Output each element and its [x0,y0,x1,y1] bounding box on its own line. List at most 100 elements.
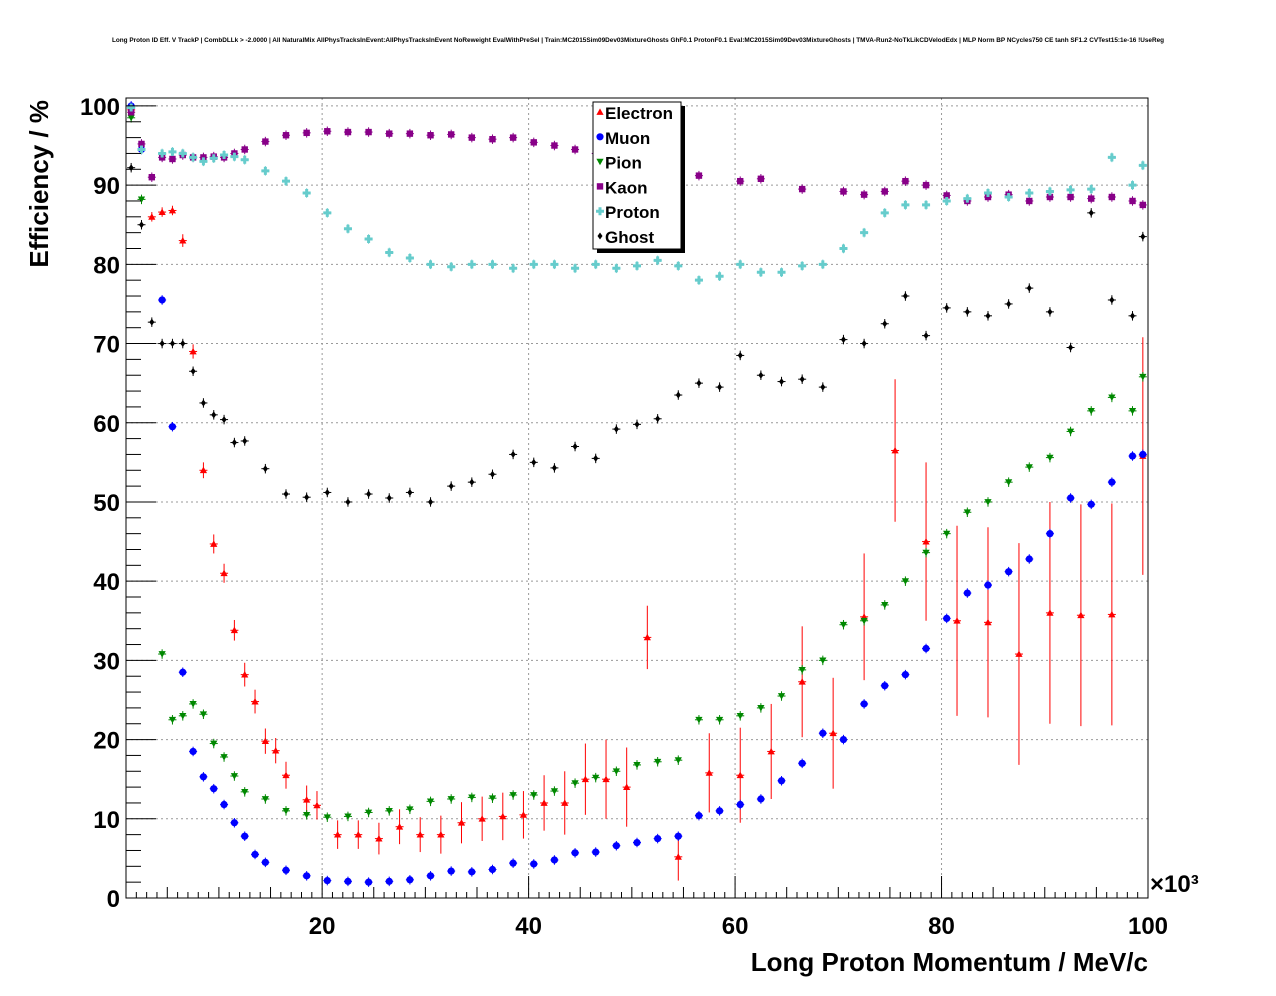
kaon-point [902,177,909,185]
electron-point [674,853,682,860]
pion-point [715,716,724,724]
proton-point [1128,181,1137,190]
ghost-point [1068,344,1074,352]
ghost-point [386,494,392,502]
muon-point [488,865,497,874]
electron-point [705,769,713,776]
kaon-point [386,130,393,137]
pion-point [230,773,238,780]
electron-point [251,697,259,705]
legend-marker-ghost [597,232,603,240]
y-tick-label: 80 [93,252,120,279]
electron-point [922,537,930,545]
chart-title: Long Proton ID Eff. V TrackP | CombDLLk … [112,37,1164,44]
proton-point [178,149,187,158]
ghost-point [242,437,248,445]
pion-point [839,621,848,629]
pion-point [406,806,414,813]
kaon-point [840,188,847,195]
ghost-point [159,340,165,348]
y-tick-label: 40 [93,569,120,596]
kaon-point [943,192,950,199]
legend-label-electron: Electron [605,104,673,123]
ghost-point [944,304,950,312]
ghost-point [572,443,578,451]
muon-point [943,614,951,622]
x-tick-label: 100 [1128,913,1168,940]
kaon-point [489,135,496,143]
legend-label-pion: Pion [605,154,642,173]
electron-point [891,446,899,454]
proton-point [209,154,218,163]
kaon-point [138,140,145,148]
muon-point [1087,500,1095,508]
electron-point [953,617,961,624]
muon-point [447,867,455,875]
pion-point [757,705,765,712]
electron-point [437,831,445,838]
legend-marker-pion [596,158,604,166]
proton-point [860,228,869,237]
ghost-point [221,416,227,424]
kaon-point [282,132,290,139]
electron-point [272,747,280,754]
kaon-point [1129,197,1136,205]
ghost-point [510,450,516,458]
kaon-point [881,188,888,195]
muon-point [1046,530,1054,538]
muon-point [1005,568,1013,576]
y-tick-label: 20 [93,728,120,755]
proton-point [1087,185,1096,194]
pion-point [158,651,166,658]
electron-point [220,569,228,577]
proton-point [529,260,538,269]
electron-point [261,737,269,745]
kaon-point [530,139,537,146]
pion-point [1128,407,1137,415]
kaon-point [468,134,476,141]
proton-point [1107,153,1116,162]
y-tick-label: 50 [93,490,120,517]
electron-point [984,618,992,626]
ghost-point [985,312,991,320]
kaon-point [148,174,156,181]
electron-point [395,823,404,830]
ghost-point [696,379,702,387]
pion-point [550,788,559,795]
pion-point [571,780,579,787]
electron-point [623,783,631,790]
proton-point [343,224,352,233]
proton-point [571,264,580,273]
proton-point [323,208,332,217]
ghost-point [902,292,908,300]
muon-point [695,812,703,820]
muon-point [963,589,971,597]
kaon-point [922,181,930,189]
proton-point [963,194,972,203]
kaon-point [241,146,248,153]
muon-point [860,700,868,708]
muon-point [303,872,311,880]
muon-point [530,860,538,868]
pion-point [344,813,352,821]
ghost-point [840,336,846,344]
electron-point [561,799,569,806]
proton-point [633,261,641,270]
pion-point [592,774,600,782]
proton-point [901,200,910,209]
proton-point [880,208,889,217]
x-axis-multiplier: ×10³ [1150,871,1199,898]
muon-point [633,838,641,847]
electron-point [189,347,197,355]
muon-point [1139,450,1147,459]
proton-point [1066,185,1075,194]
pion-point [241,788,249,796]
electron-point [457,819,466,826]
kaon-point [169,155,176,163]
proton-point [674,261,683,270]
ghost-point [593,454,599,462]
x-tick-label: 60 [722,913,749,940]
ghost-point [1026,284,1032,292]
ghost-point [779,378,785,386]
